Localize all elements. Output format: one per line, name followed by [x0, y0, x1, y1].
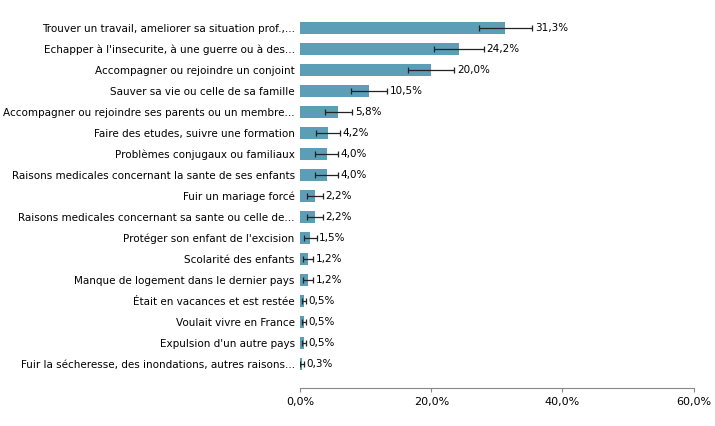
Text: 20,0%: 20,0% [457, 65, 490, 75]
Text: 0,5%: 0,5% [308, 338, 335, 348]
Text: 10,5%: 10,5% [390, 86, 423, 96]
Bar [300, 43, 459, 55]
Bar [300, 169, 327, 181]
Bar [300, 232, 310, 244]
Text: 4,2%: 4,2% [342, 128, 369, 138]
Text: 4,0%: 4,0% [341, 170, 368, 180]
Bar [300, 127, 327, 139]
Text: 4,0%: 4,0% [341, 149, 368, 159]
Text: 31,3%: 31,3% [535, 23, 568, 33]
Text: 0,5%: 0,5% [308, 296, 335, 306]
Bar [300, 148, 327, 160]
Text: 1,2%: 1,2% [316, 254, 342, 264]
Text: 5,8%: 5,8% [355, 107, 381, 117]
Text: 2,2%: 2,2% [325, 191, 352, 201]
Bar [300, 337, 304, 349]
Bar [300, 190, 315, 202]
Bar [300, 85, 369, 97]
Text: 1,5%: 1,5% [320, 233, 346, 243]
Bar [300, 106, 338, 118]
Text: 1,2%: 1,2% [316, 275, 342, 285]
Text: 0,5%: 0,5% [308, 317, 335, 327]
Text: 0,3%: 0,3% [307, 359, 333, 369]
Bar [300, 316, 304, 328]
Bar [300, 22, 506, 34]
Text: 24,2%: 24,2% [486, 44, 520, 54]
Bar [300, 253, 308, 265]
Bar [300, 358, 302, 370]
Bar [300, 63, 431, 76]
Bar [300, 273, 308, 286]
Bar [300, 211, 315, 223]
Bar [300, 295, 304, 307]
Text: 2,2%: 2,2% [325, 212, 352, 222]
